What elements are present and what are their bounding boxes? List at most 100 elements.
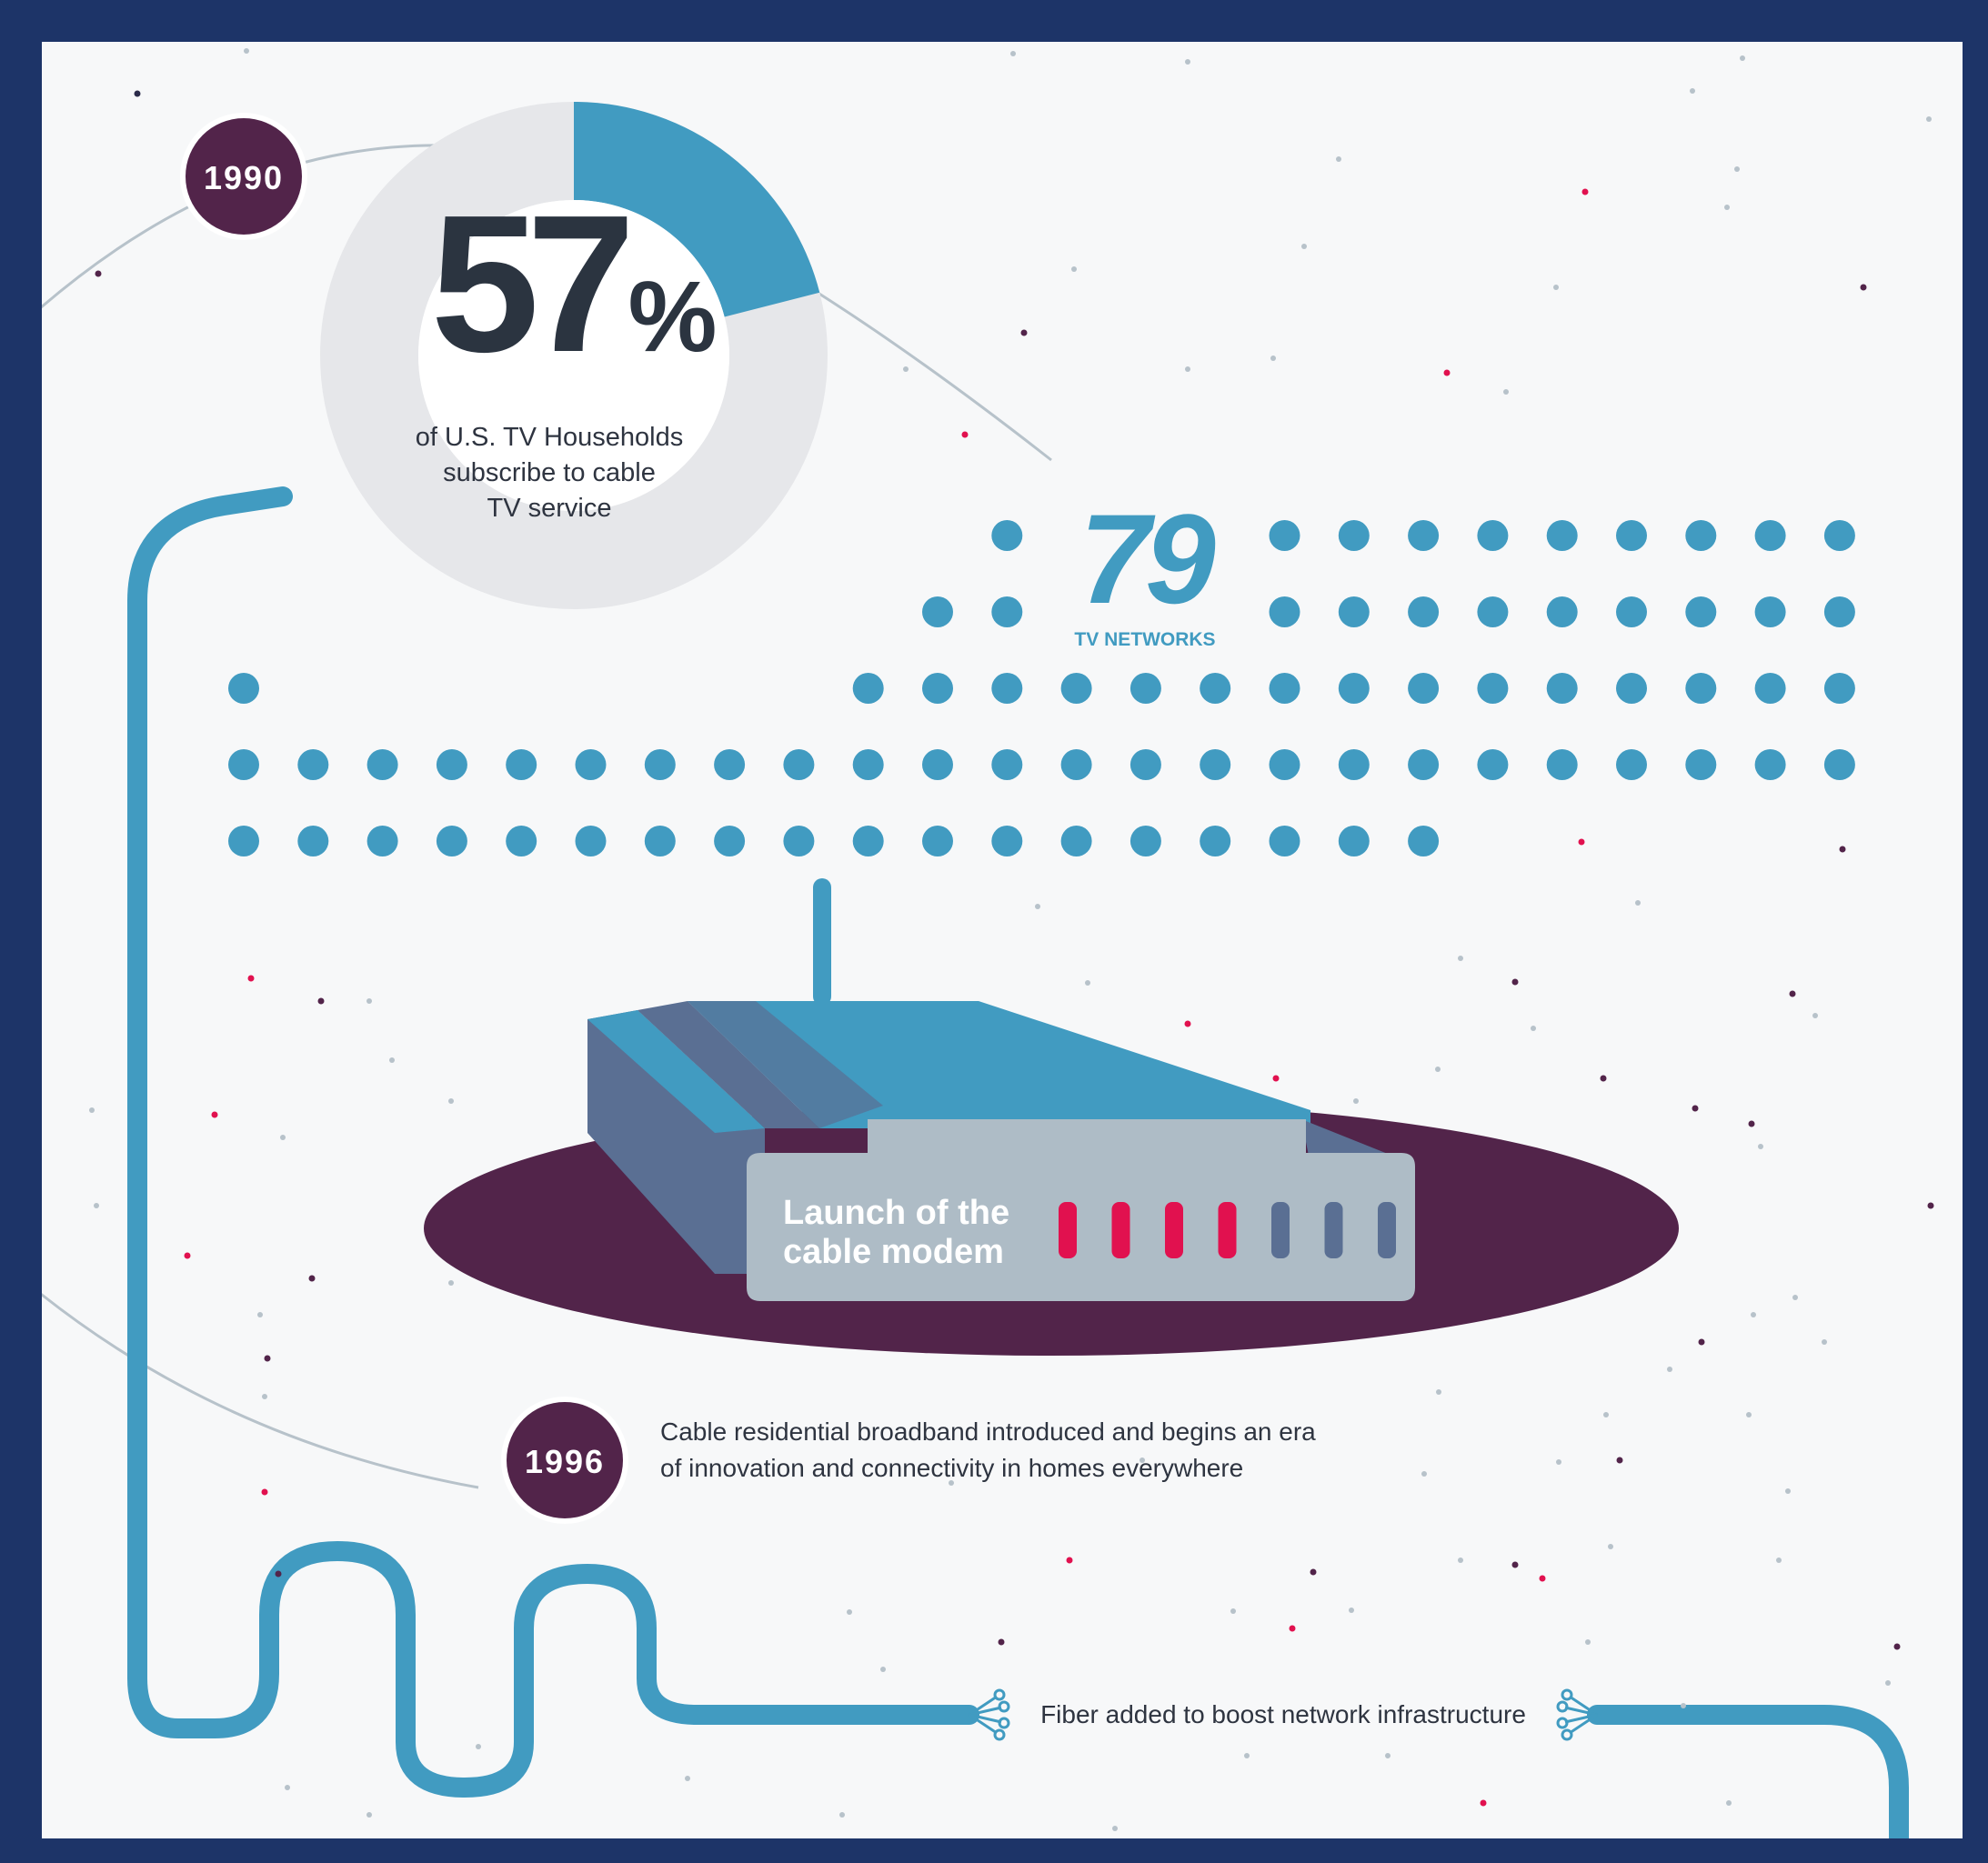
speckle-dot	[1740, 55, 1745, 61]
tv-network-dot-icon	[366, 826, 398, 856]
speckle-dot	[1893, 1643, 1901, 1650]
tv-network-dot-icon	[575, 749, 607, 780]
speckle-dot	[1071, 266, 1077, 272]
speckle-dot	[1010, 51, 1016, 56]
led-on-indicator	[1111, 1202, 1130, 1258]
tv-network-dot-icon	[1408, 673, 1440, 704]
speckle-dot	[1020, 329, 1028, 336]
tv-network-dot-icon	[991, 673, 1023, 704]
tv-network-dot-icon	[1269, 596, 1300, 627]
cable-modem-icon: Launch of the cable modem	[424, 878, 1679, 1356]
tv-network-dot-icon	[991, 520, 1023, 551]
tv-network-dot-icon	[575, 826, 607, 856]
tv-network-dot-icon	[1269, 826, 1300, 856]
tv-network-dot-icon	[1477, 749, 1509, 780]
tv-network-dot-icon	[1130, 749, 1161, 780]
speckle-dot	[1726, 1800, 1732, 1806]
tv-network-dot-icon	[1269, 520, 1300, 551]
speckle-dot	[1748, 1120, 1755, 1127]
speckle-dot	[1927, 1202, 1934, 1209]
speckle-dot	[1860, 284, 1867, 291]
speckle-dot	[998, 1638, 1005, 1646]
speckle-dot	[1776, 1558, 1782, 1563]
speckle-dot	[1185, 366, 1190, 372]
tv-network-dot-icon	[922, 826, 953, 856]
fiber-label: Fiber added to boost network infrastruct…	[1040, 1700, 1526, 1728]
tv-network-dot-icon	[1200, 749, 1231, 780]
speckle-dot	[1698, 1338, 1705, 1346]
speckle-dot	[1301, 244, 1307, 249]
cable-line-end	[1587, 1705, 1909, 1838]
tv-network-dot-icon	[1060, 673, 1092, 704]
fiber-end-icon	[969, 1688, 1010, 1741]
speckle-dot	[184, 1252, 191, 1259]
decorative-speckles	[89, 48, 1934, 1831]
modem-leds	[1059, 1202, 1396, 1258]
speckle-dot	[1244, 1753, 1250, 1758]
tv-network-dot-icon	[1685, 749, 1717, 780]
tv-network-dot-icon	[506, 826, 537, 856]
tv-network-dot-icon	[1408, 520, 1440, 551]
tv-network-dot-icon	[228, 673, 259, 704]
tv-network-dot-icon	[1060, 749, 1092, 780]
speckle-dot	[1692, 1105, 1699, 1112]
network-count: 79	[1079, 487, 1216, 630]
speckle-dot	[476, 1744, 481, 1749]
tv-network-dot-icon	[1338, 520, 1370, 551]
speckle-dot	[1289, 1625, 1296, 1632]
tv-network-dot-icon	[644, 826, 676, 856]
fiber-end-icon	[1556, 1688, 1598, 1741]
speckle-dot	[903, 366, 909, 372]
year-badge-1990: 1990	[180, 113, 307, 240]
tv-network-dot-icon	[644, 749, 676, 780]
tv-network-dot-icon	[297, 826, 329, 856]
broadband-description-line-1: Cable residential broadband introduced a…	[660, 1417, 1316, 1446]
tv-network-dot-icon	[1754, 520, 1786, 551]
tv-network-dot-icon	[991, 596, 1023, 627]
speckle-dot	[1310, 1568, 1317, 1576]
speckle-dot	[1839, 846, 1846, 853]
speckle-dot	[211, 1111, 218, 1118]
tv-network-dot-icon	[506, 749, 537, 780]
speckle-dot	[280, 1135, 286, 1140]
timeline-arc-bottom	[42, 1293, 479, 1489]
speckle-dot	[285, 1785, 290, 1790]
speckle-dot	[275, 1570, 282, 1578]
speckle-dot	[1539, 1575, 1546, 1582]
tv-network-dot-icon	[1823, 749, 1855, 780]
speckle-dot	[1112, 1826, 1118, 1831]
tv-network-dot-icon	[1823, 673, 1855, 704]
speckle-dot	[448, 1280, 454, 1286]
led-on-indicator	[1165, 1202, 1183, 1258]
speckle-dot	[1272, 1075, 1280, 1082]
speckle-dot	[308, 1275, 316, 1282]
speckle-dot	[1885, 1680, 1891, 1686]
speckle-dot	[264, 1355, 271, 1362]
speckle-dot	[1511, 978, 1519, 986]
led-off-indicator	[1324, 1202, 1343, 1258]
speckle-dot	[1812, 1013, 1818, 1018]
speckle-dot	[366, 998, 372, 1004]
speckle-dot	[1184, 1020, 1191, 1027]
speckle-dot	[1734, 166, 1740, 172]
speckle-dot	[89, 1107, 95, 1113]
tv-network-dot-icon	[1477, 596, 1509, 627]
speckle-dot	[1035, 904, 1040, 909]
tv-network-dot-icon	[1823, 596, 1855, 627]
tv-network-dot-icon	[783, 826, 815, 856]
speckle-dot	[94, 1203, 99, 1208]
speckle-dot	[1270, 356, 1276, 361]
speckle-dot	[262, 1394, 267, 1399]
tv-network-dot-icon	[991, 749, 1023, 780]
percent-caption-line-1: of U.S. TV Households	[416, 423, 683, 452]
tv-network-dot-icon	[852, 749, 884, 780]
led-off-indicator	[1271, 1202, 1290, 1258]
tv-network-dot-icon	[922, 673, 953, 704]
tv-network-dot-icon	[1130, 673, 1161, 704]
speckle-dot	[1553, 285, 1559, 290]
speckle-dot	[1926, 116, 1932, 122]
led-on-indicator	[1059, 1202, 1077, 1258]
speckle-dot	[1458, 1558, 1463, 1563]
tv-network-dot-icon	[1546, 673, 1578, 704]
tv-network-dot-icon	[1408, 826, 1440, 856]
